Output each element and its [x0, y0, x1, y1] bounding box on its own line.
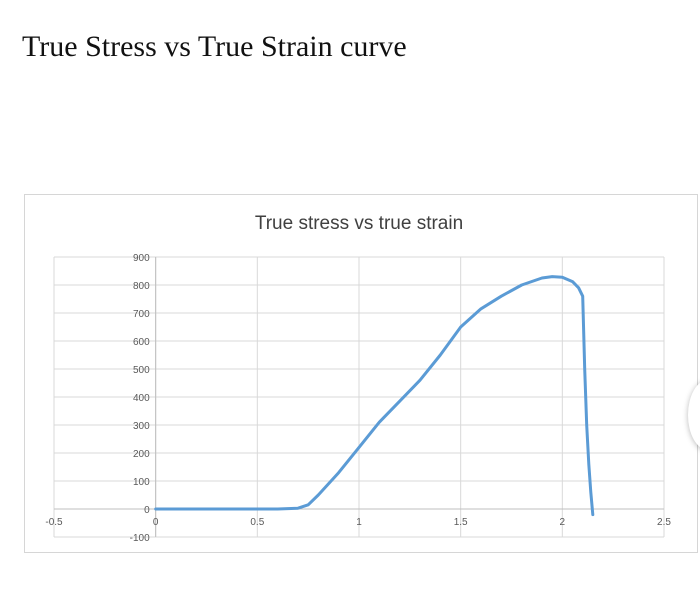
y-tick-label: 500 — [133, 365, 150, 376]
chart-card: True stress vs true strain -100 0 100 200 30… — [24, 194, 698, 553]
y-tick-label: 400 — [133, 393, 150, 404]
y-tick-label: 900 — [133, 253, 150, 264]
y-tick-label: 800 — [133, 281, 150, 292]
x-tick-label: -0.5 — [45, 517, 63, 528]
y-tick-label: 600 — [133, 337, 150, 348]
series-layer — [154, 275, 595, 517]
series-line — [154, 275, 595, 517]
x-tick-label: 0.5 — [250, 517, 264, 528]
scroll-edge-button[interactable] — [688, 380, 700, 450]
chart-title: True stress vs true strain — [255, 213, 463, 234]
y-tick-label: 100 — [133, 477, 150, 488]
x-tick-label: 2 — [560, 517, 566, 528]
x-tick-label: 1 — [356, 517, 362, 528]
y-tick-label: 300 — [133, 421, 150, 432]
true-stress-strain-chart: True stress vs true strain -100010020030… — [45, 213, 671, 544]
y-tick-label: 0 — [144, 505, 150, 516]
x-tick-label: 2.5 — [657, 517, 671, 528]
page-heading: True Stress vs True Strain curve — [22, 30, 407, 63]
x-tick-label: 1.5 — [454, 517, 468, 528]
x-tick-label: 0 — [153, 517, 159, 528]
y-tick-label: 200 — [133, 449, 150, 460]
y-tick-label: 700 — [133, 309, 150, 320]
y-tick-label: -100 — [130, 533, 150, 544]
